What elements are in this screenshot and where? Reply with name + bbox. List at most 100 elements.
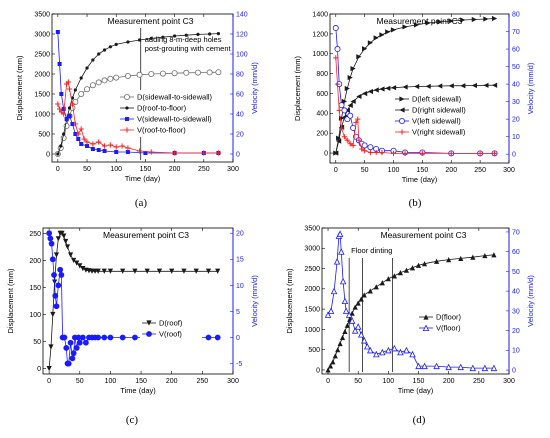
- data-point: [84, 86, 91, 93]
- x-tick-label: 250: [474, 167, 486, 174]
- data-point: [70, 350, 77, 357]
- data-point: [69, 355, 76, 362]
- data-point: [58, 272, 65, 278]
- data-point: [336, 230, 344, 237]
- x-tick-label: 300: [227, 166, 239, 173]
- data-point: [214, 334, 221, 341]
- data-point: [379, 32, 385, 38]
- data-point: [55, 282, 62, 289]
- data-point: [61, 334, 68, 341]
- data-point: [367, 346, 374, 354]
- data-point: [403, 346, 410, 354]
- legend-bg: [417, 310, 479, 336]
- data-point: [491, 252, 497, 258]
- legend-swatch-marker: [398, 118, 405, 125]
- data-point: [101, 268, 107, 274]
- x-tick-label: 0: [326, 378, 330, 385]
- data-point: [83, 339, 89, 346]
- data-point: [415, 262, 422, 268]
- y-tick-label: 200: [316, 131, 328, 138]
- data-point: [356, 137, 362, 143]
- data-point: [356, 93, 362, 100]
- data-point: [460, 83, 466, 89]
- data-point: [367, 88, 374, 95]
- y2-tick-label: 0: [236, 151, 240, 158]
- data-point: [64, 117, 69, 121]
- data-point: [347, 74, 353, 81]
- data-point: [477, 150, 483, 156]
- data-point: [215, 69, 222, 76]
- y2-tick-label: -5: [236, 361, 242, 368]
- series-markers-2: [46, 230, 221, 367]
- data-point: [74, 260, 80, 266]
- x-tick-label: 300: [227, 378, 239, 385]
- data-point: [76, 137, 81, 141]
- data-point: [362, 148, 368, 154]
- data-point: [73, 88, 77, 92]
- series-line-4: [335, 57, 495, 154]
- data-point: [216, 31, 221, 36]
- data-point: [342, 328, 348, 335]
- data-point: [361, 142, 368, 149]
- y2-tick-label: 40: [512, 82, 520, 89]
- data-point: [61, 107, 66, 111]
- data-point: [107, 142, 113, 148]
- data-point: [338, 102, 345, 109]
- data-point: [51, 272, 57, 278]
- data-point: [421, 261, 428, 267]
- legend-swatch-marker: [124, 94, 131, 101]
- data-point: [363, 342, 371, 350]
- data-point: [148, 71, 155, 78]
- data-point: [48, 344, 54, 350]
- data-point: [159, 70, 166, 77]
- data-point: [354, 323, 362, 330]
- data-point: [90, 147, 95, 151]
- data-point: [73, 132, 78, 136]
- data-point: [137, 38, 142, 42]
- data-point: [107, 334, 114, 341]
- data-point: [184, 33, 188, 37]
- data-point: [62, 132, 66, 136]
- x-tick-label: 50: [354, 378, 362, 385]
- legend-entry: V(floor): [436, 324, 461, 333]
- data-point: [358, 296, 364, 302]
- y2-tick-label: 15: [236, 257, 244, 264]
- data-point: [483, 82, 489, 88]
- y-tick-label: 2500: [304, 266, 320, 273]
- data-point: [373, 284, 379, 290]
- y-tick-label: 100: [29, 312, 41, 319]
- data-point: [491, 150, 498, 156]
- y-tick-label: 1200: [312, 31, 328, 38]
- series-markers-2: [324, 230, 498, 372]
- chart-panel-3: 0 50 100 150 200 250 300 0 50 100 150 200 250 -5 0 5 10 1…: [6, 227, 259, 426]
- y2-tick-label: 80: [236, 71, 244, 78]
- data-point: [397, 270, 404, 276]
- data-point: [71, 257, 77, 264]
- legend-entry: D(roof-to-floor): [137, 104, 187, 113]
- data-point: [136, 148, 143, 154]
- data-point: [379, 348, 386, 356]
- y-tick-label: 1500: [304, 307, 320, 314]
- y2-tick-label: 60: [512, 249, 520, 256]
- y2-tick-label: 40: [236, 111, 244, 118]
- data-point: [460, 17, 466, 23]
- data-point: [403, 267, 410, 273]
- series-markers-4: [333, 55, 498, 156]
- data-point: [390, 150, 397, 156]
- data-point: [169, 268, 175, 274]
- data-point: [46, 230, 53, 237]
- data-point: [78, 91, 85, 98]
- data-point: [61, 233, 67, 239]
- legend: D(sidewall-to-sidewall) D(roof-to-floor) V…: [118, 90, 228, 137]
- y2-axis-label: Velocity (mm/d): [526, 275, 535, 327]
- data-point: [355, 116, 361, 122]
- data-point: [409, 265, 416, 271]
- data-point: [90, 141, 96, 147]
- data-point: [327, 363, 334, 369]
- data-point: [59, 92, 64, 96]
- x-tick-label: 100: [105, 378, 117, 385]
- data-point: [414, 22, 420, 28]
- x-tick-label: 200: [443, 378, 455, 385]
- data-point: [446, 257, 452, 263]
- y2-tick-label: 10: [512, 134, 520, 141]
